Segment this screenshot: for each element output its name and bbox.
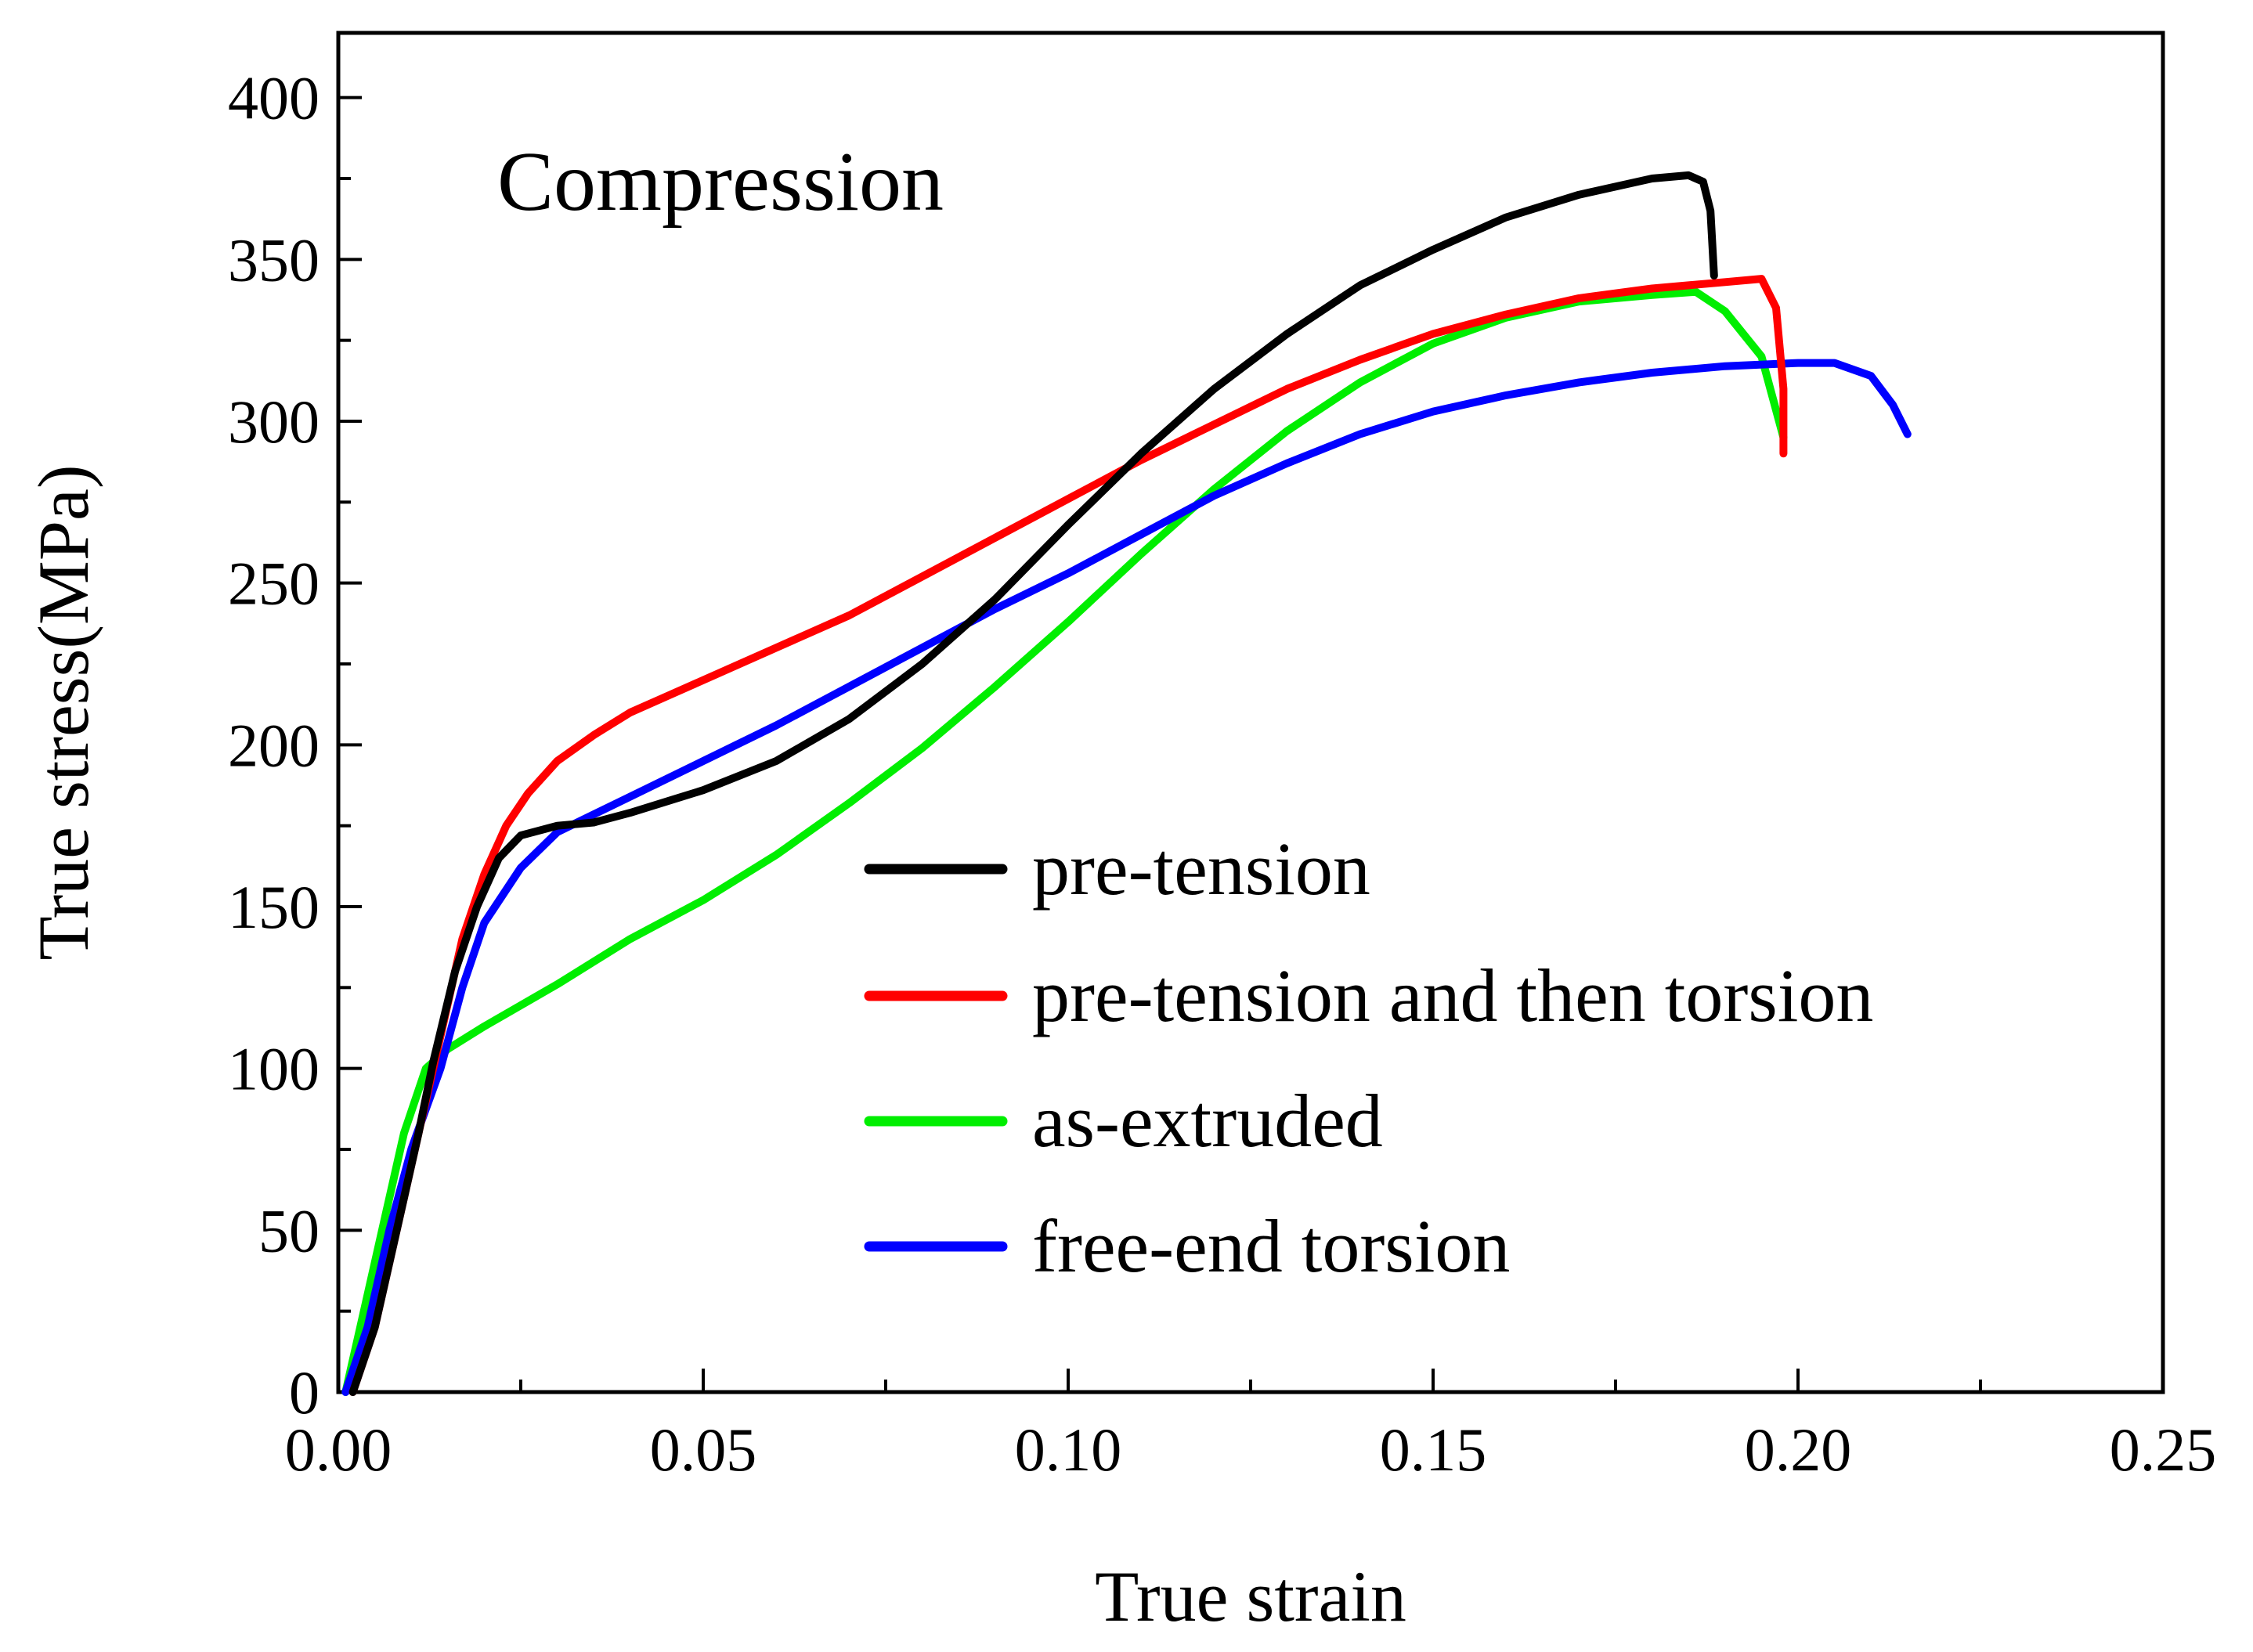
y-axis-label: True stress(MPa) [23,465,103,961]
series-line-pre-tension [348,171,1718,1396]
plot-frame [336,31,2165,1394]
y-tick-label: 50 [258,1196,320,1264]
y-tick-label: 400 [228,64,320,132]
series-line-free-end-torsion [341,359,1912,1396]
legend: pre-tension pre-tension and then torsion a… [864,827,1873,1288]
y-tick-label: 150 [228,873,320,941]
y-tick-label: 250 [228,550,320,618]
x-tick-label: 0.20 [1745,1416,1852,1484]
y-tick-label: 350 [228,225,320,294]
x-tick-label: 0.05 [650,1416,757,1484]
series-lines [341,171,1912,1396]
legend-label: as-extruded [1032,1079,1383,1163]
axis-tick-labels: 0.00 0.05 0.10 0.15 0.20 0.25 0 50 100 150 200 250 3… [228,64,2216,1484]
x-axis-label: True strain [1095,1556,1406,1636]
legend-label: pre-tension [1032,827,1370,911]
y-tick-label: 100 [228,1035,320,1103]
axis-ticks [337,96,2165,1394]
legend-label: pre-tension and then torsion [1032,954,1873,1037]
x-tick-label: 0.00 [285,1416,392,1484]
y-tick-label: 0 [289,1358,320,1427]
legend-label: free-end torsion [1032,1204,1510,1288]
y-tick-label: 300 [228,388,320,456]
y-tick-label: 200 [228,711,320,779]
x-tick-label: 0.25 [2110,1416,2217,1484]
x-tick-label: 0.15 [1380,1416,1487,1484]
x-tick-label: 0.10 [1015,1416,1122,1484]
chart-annotation: Compression [497,135,944,229]
